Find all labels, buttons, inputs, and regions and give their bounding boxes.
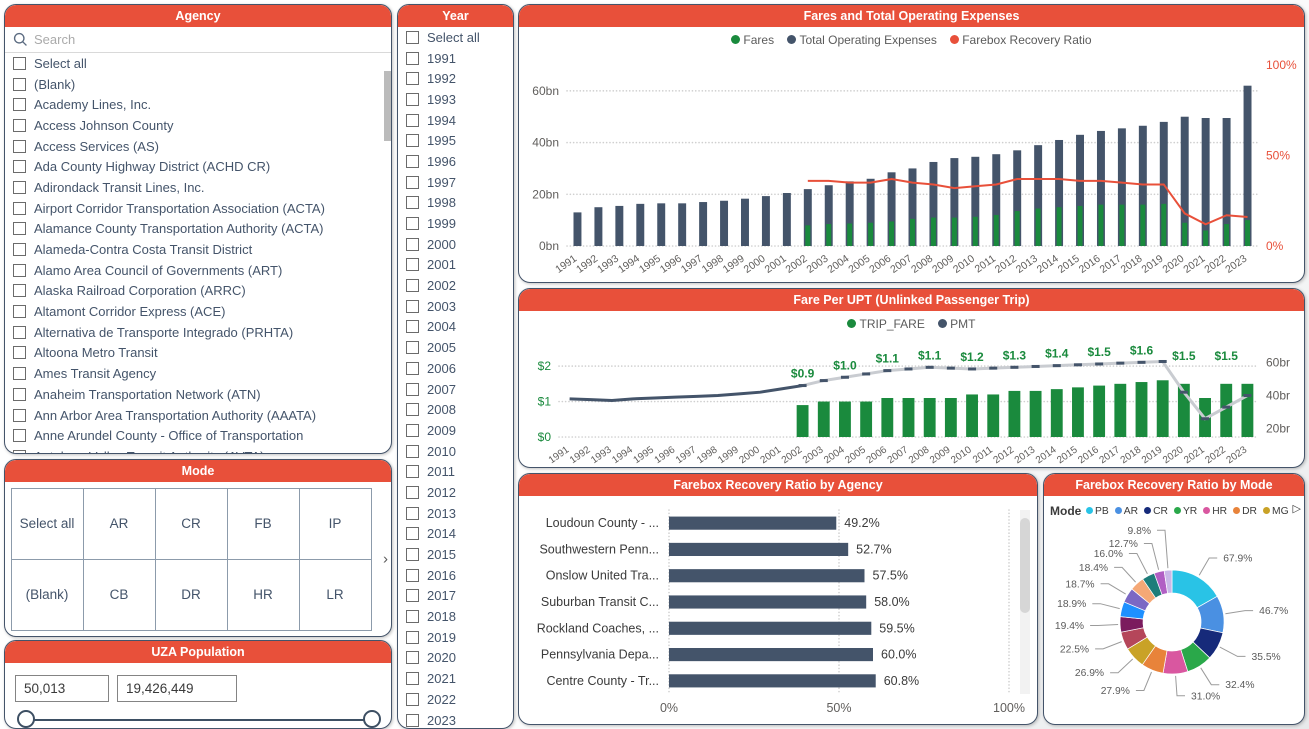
svg-text:2003: 2003	[801, 444, 826, 466]
svg-text:2009: 2009	[928, 444, 953, 466]
svg-text:1994: 1994	[610, 444, 635, 466]
svg-text:67.9%: 67.9%	[1223, 554, 1252, 565]
svg-text:1991: 1991	[547, 444, 572, 466]
svg-text:31.0%: 31.0%	[1191, 691, 1220, 702]
svg-text:57.5%: 57.5%	[873, 569, 908, 583]
svg-text:$1.5: $1.5	[1215, 349, 1239, 363]
svg-text:2002: 2002	[780, 444, 805, 466]
svg-text:35.5%: 35.5%	[1252, 652, 1281, 663]
svg-text:49.2%: 49.2%	[844, 516, 879, 530]
svg-text:2004: 2004	[822, 444, 847, 466]
svg-text:1996: 1996	[653, 444, 678, 466]
svg-text:Rockland Coaches, ...: Rockland Coaches, ...	[537, 621, 659, 635]
svg-text:Suburban Transit C...: Suburban Transit C...	[541, 595, 659, 609]
svg-text:2018: 2018	[1119, 444, 1144, 466]
svg-text:52.7%: 52.7%	[856, 542, 891, 556]
svg-text:40br: 40br	[1266, 389, 1290, 403]
svg-text:40bn: 40bn	[532, 136, 559, 150]
svg-text:2010: 2010	[949, 444, 974, 466]
svg-text:2007: 2007	[886, 444, 911, 466]
svg-text:1993: 1993	[589, 444, 614, 466]
svg-text:1995: 1995	[632, 444, 657, 466]
svg-text:$1.5: $1.5	[1172, 349, 1196, 363]
svg-text:$1.1: $1.1	[918, 348, 942, 362]
svg-text:Pennsylvania Depa...: Pennsylvania Depa...	[541, 648, 659, 662]
svg-text:1998: 1998	[695, 444, 720, 466]
svg-text:60br: 60br	[1266, 355, 1290, 369]
svg-text:$1.0: $1.0	[833, 358, 857, 372]
svg-text:60bn: 60bn	[532, 84, 559, 98]
svg-text:19.4%: 19.4%	[1055, 621, 1084, 632]
svg-text:100%: 100%	[1266, 58, 1297, 72]
svg-text:$0.9: $0.9	[791, 367, 815, 381]
svg-text:60.8%: 60.8%	[884, 674, 919, 688]
svg-text:2021: 2021	[1182, 444, 1207, 466]
svg-text:2014: 2014	[1034, 444, 1059, 466]
svg-text:2023: 2023	[1225, 444, 1250, 466]
svg-text:$0: $0	[538, 430, 552, 444]
svg-text:2013: 2013	[1013, 444, 1038, 466]
svg-text:60.0%: 60.0%	[881, 648, 916, 662]
svg-text:$1.3: $1.3	[1003, 348, 1027, 362]
svg-text:Centre County - Tr...: Centre County - Tr...	[546, 674, 659, 688]
svg-text:0%: 0%	[660, 701, 678, 715]
svg-text:18.9%: 18.9%	[1057, 599, 1086, 610]
svg-text:1999: 1999	[716, 444, 741, 466]
svg-text:2006: 2006	[865, 444, 890, 466]
svg-text:2019: 2019	[1140, 444, 1165, 466]
svg-text:2016: 2016	[1076, 444, 1101, 466]
svg-text:2022: 2022	[1203, 444, 1228, 466]
svg-text:2008: 2008	[907, 444, 932, 466]
svg-text:2005: 2005	[843, 444, 868, 466]
svg-text:0%: 0%	[1266, 239, 1284, 253]
svg-text:$1: $1	[538, 395, 552, 409]
svg-text:Southwestern Penn...: Southwestern Penn...	[539, 542, 659, 556]
svg-text:$1.2: $1.2	[960, 350, 984, 364]
svg-text:Loudoun County - ...: Loudoun County - ...	[546, 516, 659, 530]
svg-text:46.7%: 46.7%	[1259, 606, 1288, 617]
svg-text:27.9%: 27.9%	[1101, 686, 1130, 697]
svg-text:$1.6: $1.6	[1130, 343, 1154, 357]
svg-text:12.7%: 12.7%	[1109, 539, 1138, 550]
svg-text:58.0%: 58.0%	[874, 595, 909, 609]
svg-text:50%: 50%	[826, 701, 851, 715]
svg-text:2000: 2000	[737, 444, 762, 466]
svg-text:2015: 2015	[1055, 444, 1080, 466]
svg-text:26.9%: 26.9%	[1075, 668, 1104, 679]
svg-text:$1.5: $1.5	[1087, 345, 1111, 359]
svg-text:9.8%: 9.8%	[1128, 526, 1151, 537]
svg-text:2020: 2020	[1161, 444, 1186, 466]
svg-text:2012: 2012	[992, 444, 1017, 466]
svg-text:0bn: 0bn	[539, 239, 559, 253]
svg-text:32.4%: 32.4%	[1225, 680, 1254, 691]
svg-text:1992: 1992	[568, 444, 593, 466]
svg-text:$1.1: $1.1	[876, 352, 900, 366]
svg-text:20bn: 20bn	[532, 187, 559, 201]
svg-text:Onslow United Tra...: Onslow United Tra...	[546, 569, 659, 583]
svg-text:2011: 2011	[971, 444, 995, 466]
svg-text:$1.4: $1.4	[1045, 347, 1069, 361]
svg-text:16.0%: 16.0%	[1094, 549, 1123, 560]
svg-text:2023: 2023	[1223, 253, 1249, 276]
svg-text:100%: 100%	[993, 701, 1025, 715]
svg-text:$2: $2	[538, 359, 552, 373]
svg-text:18.7%: 18.7%	[1065, 579, 1094, 590]
svg-text:1997: 1997	[674, 444, 699, 466]
svg-text:22.5%: 22.5%	[1060, 644, 1089, 655]
svg-text:50%: 50%	[1266, 149, 1290, 163]
svg-text:2017: 2017	[1098, 444, 1123, 466]
svg-text:20br: 20br	[1266, 422, 1290, 436]
svg-text:59.5%: 59.5%	[879, 621, 914, 635]
svg-text:2001: 2001	[759, 444, 784, 466]
svg-text:18.4%: 18.4%	[1079, 563, 1108, 574]
